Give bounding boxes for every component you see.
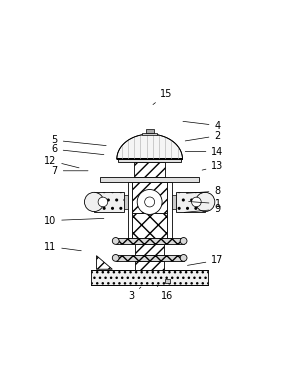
Ellipse shape [180,255,187,261]
Bar [94,192,124,211]
Ellipse shape [137,190,162,214]
Text: 4: 4 [183,121,220,131]
Text: 1: 1 [189,199,220,209]
Bar [91,270,208,285]
Text: 16: 16 [157,285,173,301]
Text: 15: 15 [153,89,173,105]
Ellipse shape [112,237,119,244]
Ellipse shape [84,192,104,211]
Ellipse shape [192,197,201,207]
Bar [135,261,164,270]
Polygon shape [117,134,182,159]
Text: 11: 11 [44,242,81,252]
Text: 9: 9 [184,204,220,214]
Bar [134,162,166,177]
Bar [166,279,171,283]
Text: 10: 10 [44,216,104,226]
Bar [132,182,167,213]
Bar [116,237,184,244]
Bar [146,129,154,133]
Bar [167,182,172,237]
Ellipse shape [112,255,119,261]
Text: 6: 6 [52,144,104,155]
Text: 7: 7 [51,166,88,176]
Polygon shape [96,255,112,269]
Bar [118,159,181,162]
Bar [100,177,199,182]
Ellipse shape [180,237,187,244]
Bar [135,244,164,255]
Ellipse shape [196,192,215,211]
Bar [116,255,184,261]
Text: 14: 14 [185,147,224,157]
Bar [124,195,128,209]
Bar [172,195,176,209]
Bar [142,133,157,135]
Text: 17: 17 [187,255,224,265]
Ellipse shape [145,197,155,207]
Bar [176,192,205,211]
Text: 3: 3 [128,287,141,301]
Text: 2: 2 [185,131,221,141]
Text: 13: 13 [202,161,224,171]
Ellipse shape [98,197,108,207]
Text: 5: 5 [51,135,106,146]
Text: 8: 8 [186,186,220,196]
Text: 12: 12 [44,155,79,168]
Bar [128,182,132,237]
Bar [132,213,167,237]
